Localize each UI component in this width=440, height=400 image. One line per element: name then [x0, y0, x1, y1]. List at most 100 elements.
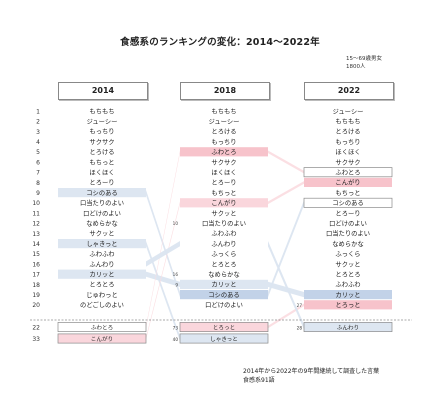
word-2018-item-6: ほくほく — [211, 169, 236, 177]
rank-number-13: 13 — [32, 231, 40, 238]
word-2014-item-6: ほくほく — [89, 169, 114, 177]
word-2014-item-18: じゅわっと — [86, 291, 117, 299]
highlight-box-2022-カリッと — [304, 290, 392, 300]
word-2014-extra-0: ふわとろ — [91, 324, 113, 331]
word-2018-item-9: こんがり — [211, 198, 236, 207]
word-2022-extra-0: ふんわり — [337, 324, 359, 331]
connector-layer — [146, 150, 304, 342]
year-header-2022: 2022 — [304, 82, 394, 100]
word-2022-item-19: とろっと — [335, 301, 360, 309]
word-2022-item-12: 口当たりのよい — [326, 229, 370, 238]
word-2014-item-11: なめらかな — [86, 220, 117, 228]
word-2018-item-17: カリッと — [211, 281, 236, 289]
highlight-box-2014-ふわとろ — [57, 322, 147, 332]
word-2018-item-1: ジューシー — [209, 119, 240, 126]
word-2018-item-3: もっちり — [211, 138, 236, 146]
highlight-box-2018-ふわとろ — [180, 147, 268, 157]
word-2014-item-14: ふわふわ — [89, 250, 114, 258]
connector-2014-2018-ふんわり — [146, 241, 180, 267]
word-2014-item-10: 口どけのよい — [83, 209, 121, 217]
word-2022-item-18: カリッと — [335, 291, 360, 299]
rank-number-14: 14 — [32, 241, 40, 248]
rank-number-12: 12 — [32, 221, 40, 228]
rank-number-4: 4 — [36, 139, 40, 146]
word-2022-item-2: とろける — [335, 128, 360, 136]
word-2014-item-17: とろとろ — [89, 281, 114, 289]
highlight-box-2014-カリッと — [58, 269, 146, 279]
word-2018-extra-1: しゃきっと — [210, 336, 238, 343]
word-2014-item-19: のどごしのよい — [80, 300, 124, 309]
word-2018-item-19: 口どけのよい — [205, 301, 243, 309]
connector-2018-2022-こんがり — [268, 181, 304, 205]
rank-number-11: 11 — [32, 210, 40, 217]
rank-number-15: 15 — [32, 251, 40, 258]
rank-number-5: 5 — [36, 149, 40, 156]
word-2018-item-13: ふんわり — [211, 240, 236, 248]
word-2014-item-13: しゃきっと — [86, 240, 117, 248]
highlight-box-2018-こんがり — [180, 198, 268, 208]
connector-2018-2022-カリッと — [268, 281, 304, 298]
rank-number-16: 16 — [32, 261, 40, 268]
word-2018-item-0: もちもち — [211, 107, 236, 115]
word-2018-item-16: なめらかな — [208, 271, 239, 279]
word-2022-item-15: サクッと — [335, 260, 360, 268]
rank-number-3: 3 — [36, 129, 40, 136]
connector-2014-2018-ふわとろ — [146, 150, 180, 329]
connector-2018-2022-とろっと — [268, 303, 304, 329]
highlight-box-2022-こんがり — [304, 177, 392, 187]
word-2022-item-6: ふわとろ — [335, 169, 360, 177]
word-2022-item-9: コシのある — [332, 199, 363, 207]
word-2018-item-8: もちっと — [211, 189, 236, 197]
rank-number-7: 7 — [36, 170, 40, 177]
column-2014: もちもちジューシーもっちりサクサクとろけるもちっとほくほくとろーりコシのある口当… — [32, 107, 147, 344]
word-2014-item-3: サクサク — [89, 138, 114, 146]
word-2014-item-7: とろーり — [89, 179, 114, 187]
highlight-box-2018-しゃきっと — [179, 333, 269, 344]
rank-number-17: 17 — [32, 272, 40, 279]
extra-rank-2014-0: 22 — [32, 324, 40, 331]
word-2018-item-12: ふわふわ — [211, 230, 236, 238]
prev-rank-label-2022-0: 27 — [297, 303, 303, 308]
connector-2014-2018-コシのある — [146, 190, 180, 298]
word-2014-item-9: 口当たりのよい — [80, 198, 124, 207]
connector-2014-2018-こんがり — [146, 201, 180, 340]
word-2022-item-3: もっちり — [335, 138, 360, 146]
word-2018-item-11: 口当たりのよい — [202, 219, 246, 228]
highlight-box-2022-とろっと — [304, 300, 392, 310]
word-2014-item-15: ふんわり — [89, 260, 114, 268]
extra-rank-2014-1: 33 — [32, 336, 40, 343]
sample-note-age: 15～69歳男女 — [346, 56, 382, 62]
word-2022-item-11: 口どけのよい — [329, 220, 367, 228]
word-2018-item-18: コシのある — [208, 291, 239, 299]
word-2014-item-2: もっちり — [89, 128, 114, 136]
word-2022-item-1: もちもち — [335, 118, 360, 126]
prev-rank-label-2018-1: 16 — [173, 272, 179, 277]
word-2022-item-8: もちっと — [335, 189, 360, 197]
highlight-box-2022-ふわとろ — [303, 167, 393, 178]
word-2022-item-4: ほくほく — [335, 148, 360, 156]
chart-title: 食感系のランキングの変化：2014〜2022年 — [120, 37, 320, 48]
rank-number-9: 9 — [36, 190, 40, 197]
rank-number-18: 18 — [32, 282, 40, 289]
word-2022-item-16: とろとろ — [335, 271, 360, 279]
word-2022-item-13: なめらかな — [332, 240, 363, 248]
prev-rank-label-2018-2: 9 — [175, 282, 178, 287]
rank-number-20: 20 — [32, 302, 40, 309]
word-2014-item-8: コシのある — [86, 189, 117, 197]
connector-2014-2018-カリッと — [146, 271, 180, 287]
word-2014-item-4: とろける — [89, 148, 114, 156]
sample-note: 15～69歳男女 1800人 — [346, 55, 382, 71]
highlight-box-2018-カリッと — [180, 279, 268, 289]
word-2018-item-4: ふわとろ — [211, 148, 236, 156]
highlight-box-2018-コシのある — [180, 290, 268, 300]
extra-rank-2018-0: 73 — [173, 325, 179, 330]
word-2014-item-0: もちもち — [89, 107, 114, 115]
word-2022-item-5: サクサク — [335, 158, 360, 166]
sample-note-count: 1800人 — [346, 64, 366, 70]
word-2014-item-16: カリッと — [89, 271, 114, 279]
connector-2018-2022-ふんわり — [268, 241, 304, 330]
highlight-box-2018-とろっと — [179, 322, 269, 332]
year-header-2014: 2014 — [58, 82, 148, 100]
word-2022-item-10: とろーり — [335, 209, 360, 217]
word-2014-extra-1: こんがり — [91, 335, 113, 343]
